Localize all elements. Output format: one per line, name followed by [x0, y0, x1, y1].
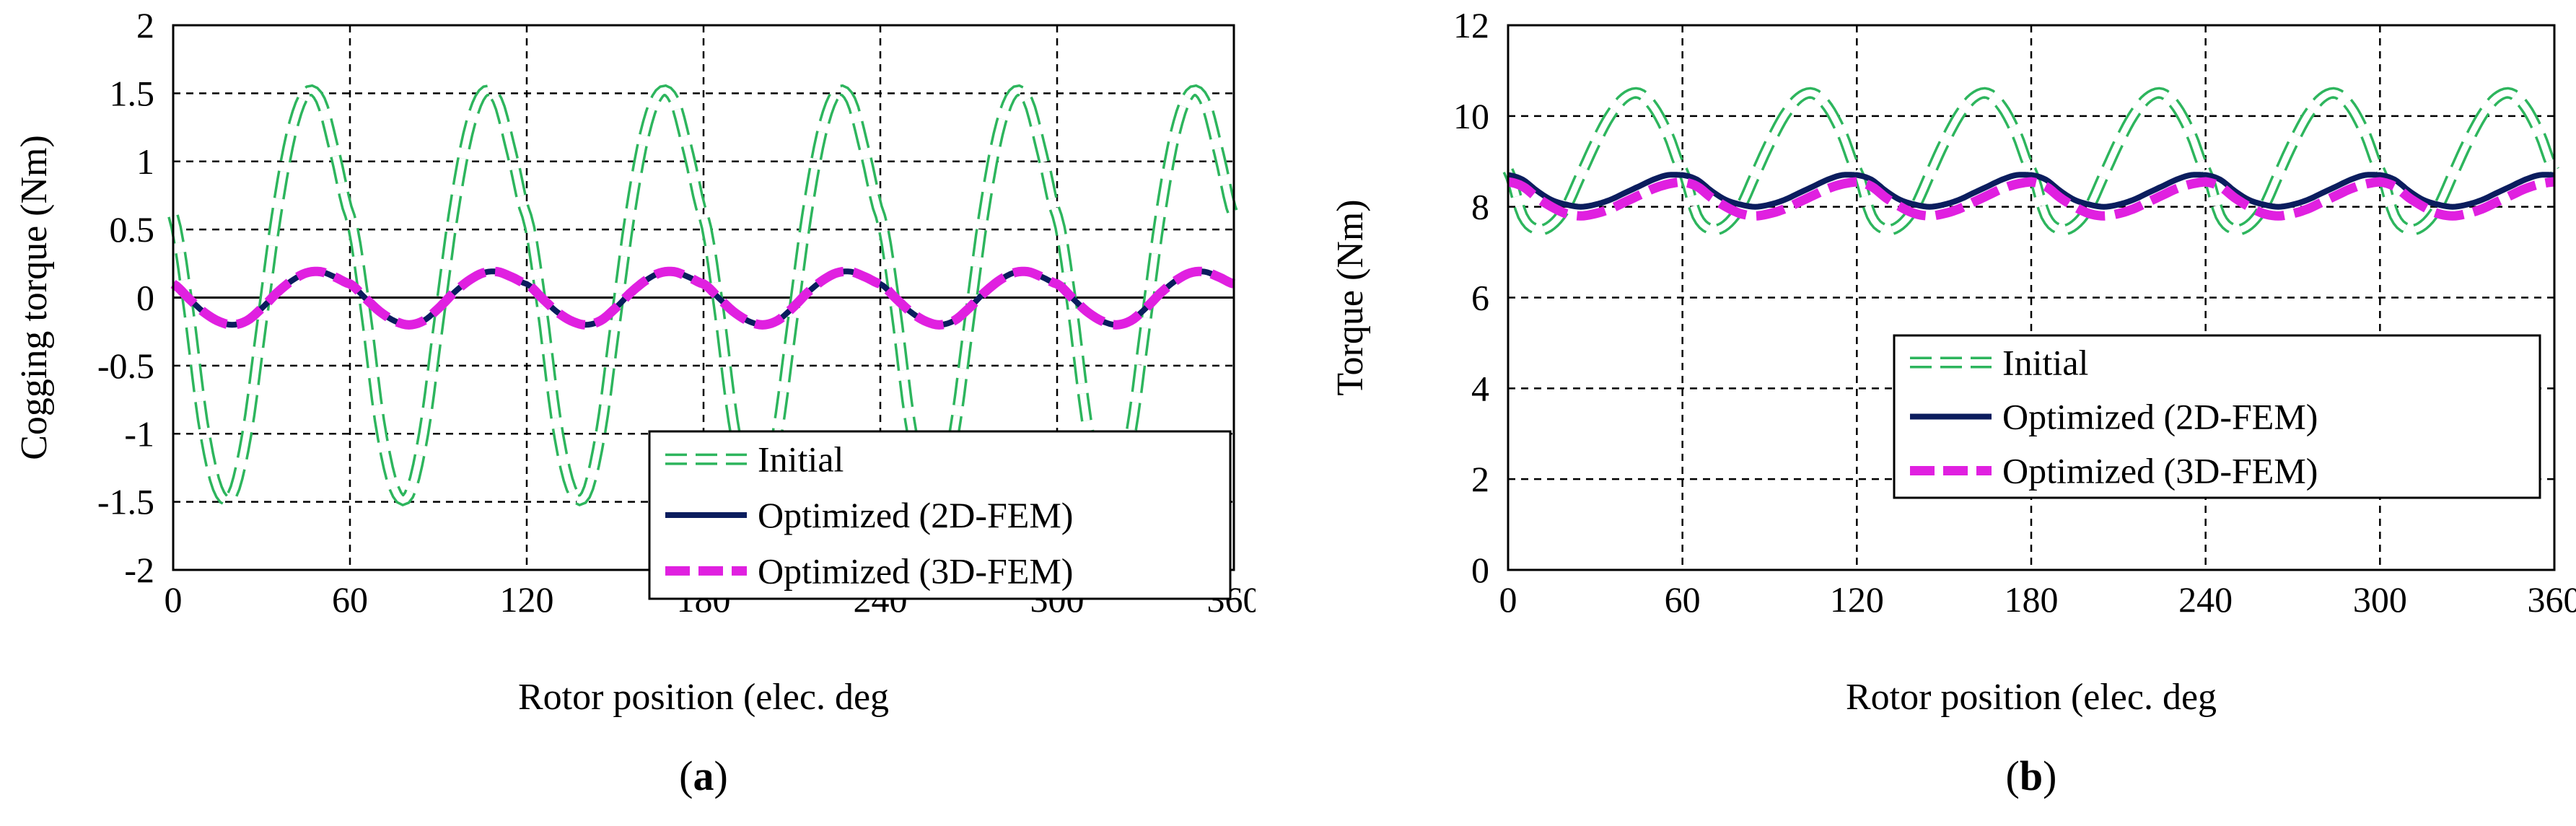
- x-tick-label: 60: [1665, 579, 1701, 620]
- caption-close: ): [2043, 752, 2056, 799]
- y-tick-label: 2: [1471, 459, 1489, 499]
- x-tick-label: 360: [2528, 579, 2576, 620]
- chart-b: 0 60 120 180 240 300 360 0 2 4 6 8 10 12 Rotor positio…: [1299, 0, 2576, 822]
- x-tick-label: 300: [2353, 579, 2407, 620]
- legend-label: Optimized (2D-FEM): [758, 495, 1073, 535]
- legend-label: Optimized (2D-FEM): [2002, 397, 2318, 437]
- legend-label: Initial: [758, 439, 844, 480]
- y-tick-label: -0.5: [97, 346, 154, 386]
- y-tick-label: 10: [1453, 96, 1489, 136]
- x-tick-label: 120: [500, 579, 554, 620]
- chart-b-svg: 0 60 120 180 240 300 360 0 2 4 6 8 10 12 Rotor positio…: [1299, 0, 2576, 822]
- y-axis-title: Torque (Nm): [1330, 199, 1371, 395]
- caption-letter: a: [693, 752, 714, 799]
- caption-open: (: [2006, 752, 2020, 799]
- y-tick-label: -2: [124, 550, 154, 590]
- figure-caption: (a): [679, 752, 728, 799]
- x-tick-label: 240: [2178, 579, 2233, 620]
- legend-label: Initial: [2002, 343, 2088, 383]
- y-tick-label: 0.5: [110, 209, 155, 250]
- figure-caption: (b): [2006, 752, 2057, 799]
- y-tick-label: 1: [136, 141, 154, 182]
- chart-a: 060120180240300360-2-1.5-1-0.500.511.52R…: [0, 0, 1256, 822]
- legend-label: Optimized (3D-FEM): [758, 550, 1073, 591]
- x-axis-title: Rotor position (elec. deg: [1846, 677, 2217, 718]
- chart-a-svg: 060120180240300360-2-1.5-1-0.500.511.52R…: [0, 0, 1256, 822]
- y-tick-label: 1.5: [110, 73, 155, 113]
- caption-close: ): [714, 752, 728, 799]
- x-tick-label: 180: [2005, 579, 2059, 620]
- x-tick-label: 120: [1830, 579, 1884, 620]
- y-tick-label: 0: [136, 278, 154, 318]
- x-tick-label: 0: [1499, 579, 1517, 620]
- x-axis-title: Rotor position (elec. deg: [518, 677, 889, 718]
- y-tick-label: -1: [124, 413, 154, 454]
- y-tick-label: 0: [1471, 550, 1489, 590]
- y-tick-label: 4: [1471, 368, 1489, 408]
- caption-letter: b: [2020, 752, 2043, 799]
- x-tick-label: 60: [332, 579, 368, 620]
- legend: Initial Optimized (2D-FEM) Optimized (3D-F…: [1894, 335, 2540, 498]
- x-tick-label: 0: [165, 579, 183, 620]
- legend: Initial Optimized (2D-FEM) Optimized (3D-F…: [649, 431, 1230, 599]
- y-axis-title: Cogging torque (Nm): [14, 135, 55, 460]
- y-tick-label: 12: [1453, 5, 1489, 45]
- legend-label: Optimized (3D-FEM): [2002, 451, 2318, 491]
- y-tick-label: 2: [136, 5, 154, 45]
- y-tick-label: -1.5: [97, 482, 154, 522]
- y-tick-label: 6: [1471, 278, 1489, 318]
- caption-open: (: [679, 752, 693, 799]
- y-tick-label: 8: [1471, 187, 1489, 227]
